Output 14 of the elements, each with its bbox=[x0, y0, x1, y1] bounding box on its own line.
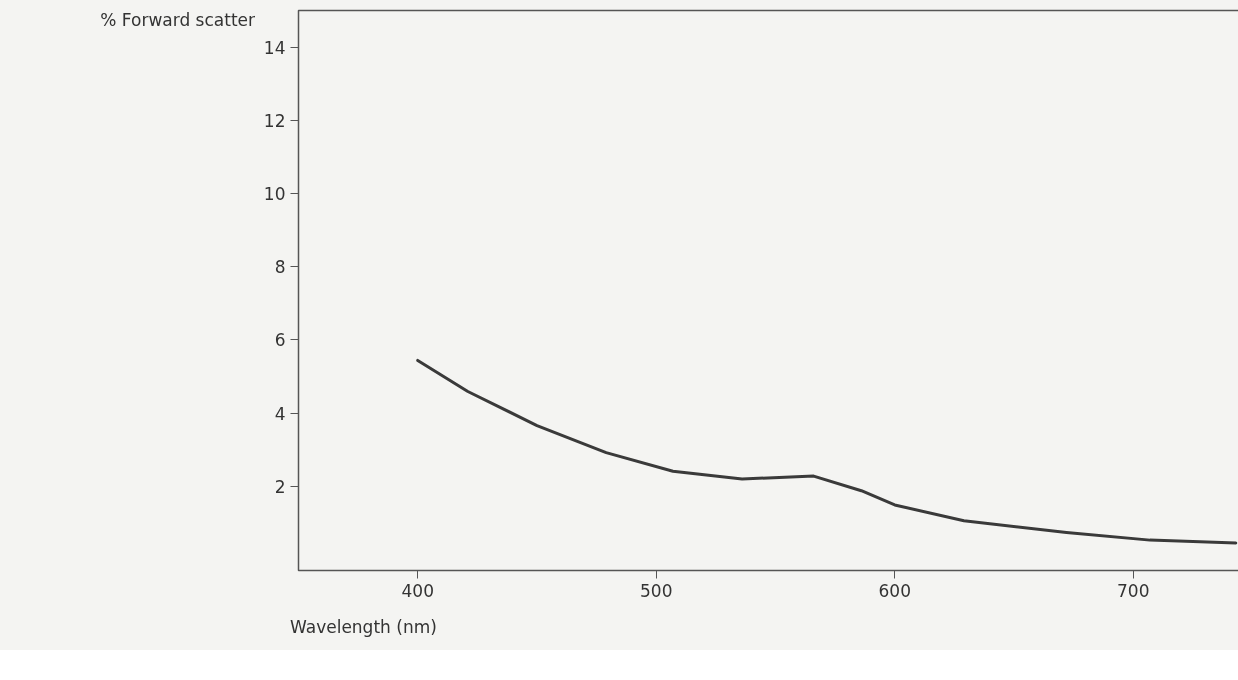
y-axis-title: % Forward scatter bbox=[100, 9, 255, 32]
x-tick-label: 700 bbox=[1117, 580, 1150, 601]
x-tick-label: 600 bbox=[878, 580, 911, 601]
y-tick-label: 12 bbox=[263, 110, 286, 131]
line-series bbox=[416, 358, 1238, 545]
y-tick-label: 14 bbox=[263, 37, 286, 58]
x-axis-title: Wavelength (nm) bbox=[290, 616, 437, 639]
y-tick-label: 10 bbox=[263, 184, 286, 205]
y-tick-label: 6 bbox=[274, 330, 286, 351]
y-tick-label: 4 bbox=[274, 403, 286, 424]
x-tick-label: 400 bbox=[401, 580, 434, 601]
y-tick-label: 8 bbox=[274, 257, 286, 278]
x-tick-label: 500 bbox=[640, 580, 673, 601]
y-tick-label: 2 bbox=[274, 476, 286, 497]
